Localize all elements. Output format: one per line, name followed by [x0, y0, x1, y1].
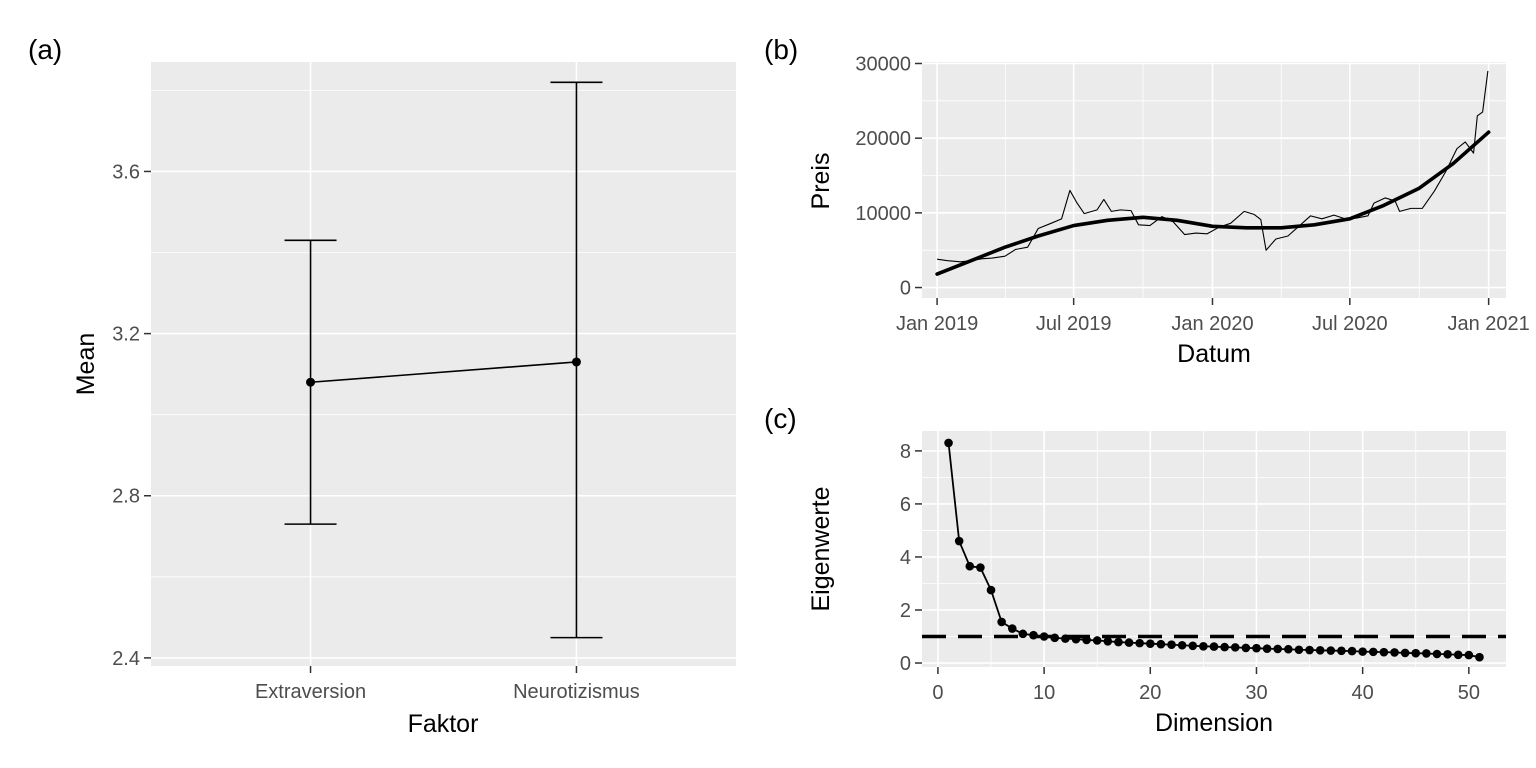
panel-b-x-tick-label: Jan 2020: [1171, 313, 1253, 335]
panel-a-y-tick-label: 2.4: [112, 648, 140, 670]
panel-a-axes: Extraversion Neurotizismus 2.4 2.8 3.2 3.6: [112, 161, 640, 703]
eigenvalue-point: [1443, 649, 1452, 659]
panel-b-y-tick-label: 20000: [855, 128, 911, 150]
eigenvalue-point: [1103, 636, 1113, 646]
eigenvalue-point: [1177, 640, 1187, 650]
eigenvalue-point: [1315, 645, 1325, 655]
panel-b-plot: Jan 2019 Jul 2019 Jan 2020 Jul 2020 Jan 2021…: [807, 53, 1530, 368]
panel-b-x-tick-label: Jul 2019: [1036, 313, 1112, 335]
panel-c-y-tick-label: 6: [900, 494, 911, 516]
panel-a-plot: Extraversion Neurotizismus 2.4 2.8 3.2 3.6 Fa…: [72, 62, 736, 738]
panel-a-background: [151, 62, 736, 666]
eigenvalue-point: [1284, 644, 1293, 654]
panel-a-y-tick-label: 2.8: [112, 486, 140, 508]
panel-a-marks: [284, 81, 603, 639]
eigenvalue-point: [1230, 643, 1240, 652]
eigenvalue-point: [944, 438, 953, 448]
eigenvalue-point: [1145, 639, 1155, 648]
panel-b-grid: [922, 62, 1506, 298]
trend-smooth-line: [935, 130, 1491, 276]
eigenvalue-point: [1347, 646, 1357, 656]
panel-b-marks: [935, 70, 1491, 276]
panel-a-x-tick-label: Extraversion: [255, 681, 366, 703]
mean-line: [310, 361, 577, 384]
eigenvalue-point: [1400, 648, 1410, 658]
panel-c-y-tick-label: 4: [900, 547, 911, 569]
eigenvalue-point: [1475, 652, 1484, 662]
eigenvalue-point: [1411, 648, 1421, 658]
panel-c-y-tick-label: 2: [900, 600, 911, 622]
eigenvalue-point: [1337, 646, 1346, 656]
panel-b-x-axis-title: Datum: [1177, 340, 1251, 368]
panel-c-y-tick-label: 8: [900, 441, 911, 463]
eigenvalue-point: [1368, 647, 1378, 657]
eigenvalue-point: [965, 561, 975, 571]
panel-b-y-tick-label: 0: [900, 278, 911, 300]
panel-b-y-tick-label: 30000: [855, 53, 911, 75]
panel-label-c: (c): [764, 403, 797, 434]
eigenvalue-point: [1390, 648, 1399, 657]
panel-b-y-axis-title: Preis: [807, 153, 835, 210]
panel-c-x-axis-title: Dimension: [1155, 709, 1273, 737]
panel-b-x-tick-label: Jan 2021: [1447, 313, 1529, 335]
panel-b-axes: Jan 2019 Jul 2019 Jan 2020 Jul 2020 Jan 2021…: [855, 53, 1529, 335]
eigenvalue-point: [1305, 645, 1314, 655]
eigenvalue-point: [954, 536, 964, 546]
eigenvalue-point: [1220, 642, 1229, 652]
eigenvalue-point: [1188, 641, 1198, 651]
panel-a-x-axis-title: Faktor: [408, 710, 479, 738]
eigenvalue-point: [1209, 642, 1219, 651]
eigenvalue-point: [1422, 649, 1431, 658]
panel-c-x-tick-label: 30: [1245, 682, 1267, 704]
eigenvalue-point: [1199, 642, 1208, 651]
eigenvalue-point: [1262, 644, 1272, 654]
eigenvalue-point: [1358, 647, 1367, 656]
eigenvalue-point: [1273, 644, 1283, 654]
eigenvalue-point: [997, 617, 1006, 627]
eigenvalue-point: [1018, 629, 1028, 639]
panel-c-x-tick-label: 0: [932, 682, 943, 704]
panel-c-grid: [922, 431, 1506, 667]
eigenvalue-point: [1007, 624, 1017, 633]
panel-c-y-axis-title: Eigenwerte: [807, 486, 835, 611]
panel-a-y-axis-title: Mean: [72, 333, 100, 396]
eigenvalue-point: [1379, 647, 1389, 657]
eigenvalue-point: [1432, 649, 1442, 659]
panel-c-background: [922, 431, 1506, 667]
panel-b-x-tick-label: Jul 2020: [1312, 313, 1388, 335]
panel-c-x-tick-label: 40: [1352, 682, 1374, 704]
eigenvalue-point: [1464, 650, 1474, 660]
mean-point-extraversion: [306, 377, 316, 387]
eigenvalue-point: [1294, 645, 1304, 655]
panel-a-y-tick-label: 3.6: [112, 161, 140, 183]
eigenvalue-point: [1092, 636, 1102, 645]
panel-c-axes: 0 10 20 30 40 50 0 2 4 6 8: [900, 441, 1480, 704]
panel-c-y-tick-label: 0: [900, 653, 911, 675]
eigenvalue-point: [1135, 638, 1144, 648]
eigenvalue-point: [1453, 650, 1463, 660]
panel-b-x-tick-label: Jan 2019: [896, 313, 978, 335]
mean-point-neurotizismus: [571, 357, 581, 367]
panel-a-y-tick-label: 3.2: [112, 324, 140, 346]
eigenvalue-point: [1326, 646, 1336, 655]
panel-c-x-tick-label: 50: [1458, 682, 1480, 704]
panel-b-y-tick-label: 10000: [855, 203, 911, 225]
eigenvalue-point: [986, 585, 996, 595]
eigenvalue-point: [1114, 637, 1123, 647]
eigenvalue-point: [1167, 640, 1176, 650]
panel-c-x-tick-label: 10: [1033, 682, 1055, 704]
eigenvalue-point: [1252, 643, 1261, 653]
eigenvalue-point: [976, 563, 985, 572]
panel-c-marks: [922, 438, 1506, 662]
panel-b-background: [922, 62, 1506, 298]
panel-label-a: (a): [28, 34, 62, 65]
panel-c-x-tick-label: 20: [1139, 682, 1161, 704]
eigenvalue-point: [1241, 643, 1251, 653]
eigenvalue-point: [1124, 638, 1134, 647]
panel-label-b: (b): [764, 34, 798, 65]
panel-a-x-tick-label: Neurotizismus: [513, 681, 640, 703]
panel-c-plot: 0 10 20 30 40 50 0 2 4 6 8 Dimension Eigenwerte: [807, 431, 1506, 737]
eigenvalue-point: [1156, 639, 1166, 649]
